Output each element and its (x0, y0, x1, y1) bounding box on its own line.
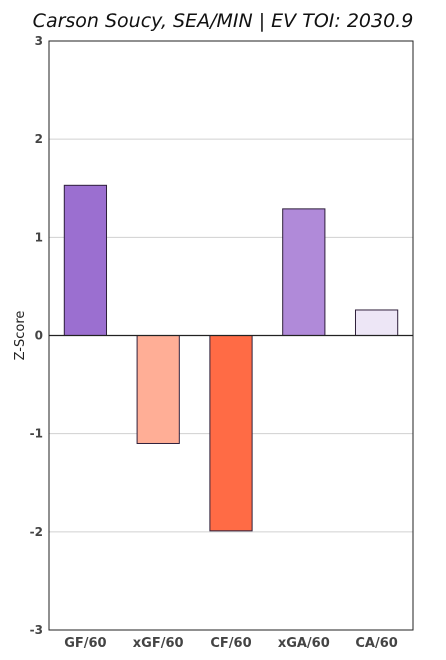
bar-xga-per-60 (282, 208, 326, 337)
y-tick-label: -2 (30, 525, 43, 539)
x-tick-label: xGA/60 (278, 636, 330, 651)
bars (63, 184, 399, 532)
chart-title: Carson Soucy, SEA/MIN | EV TOI: 2030.9 (32, 10, 414, 32)
y-tick-label: 3 (35, 34, 43, 48)
y-tick-label: 0 (35, 329, 43, 343)
bar-cf-per-60 (209, 335, 253, 532)
y-tick-labels: -3 -2 -1 0 1 2 3 (30, 34, 43, 637)
bar-xgf-per-60 (136, 335, 180, 444)
bar-ca-per-60 (354, 309, 399, 336)
x-tick-label: GF/60 (64, 636, 106, 651)
x-tick-label: xGF/60 (133, 636, 184, 651)
y-axis-label: Z-Score (13, 311, 28, 361)
y-tick-label: -3 (30, 623, 43, 637)
y-tick-label: -1 (30, 427, 43, 441)
x-tick-label: CF/60 (210, 636, 251, 651)
plot-frame (48, 40, 414, 631)
x-tick-labels: GF/60 xGF/60 CF/60 xGA/60 CA/60 (64, 636, 398, 651)
y-tick-label: 1 (35, 230, 43, 244)
bar-gf-per-60 (63, 184, 108, 336)
x-tick-label: CA/60 (355, 636, 397, 651)
y-tick-label: 2 (35, 132, 43, 146)
